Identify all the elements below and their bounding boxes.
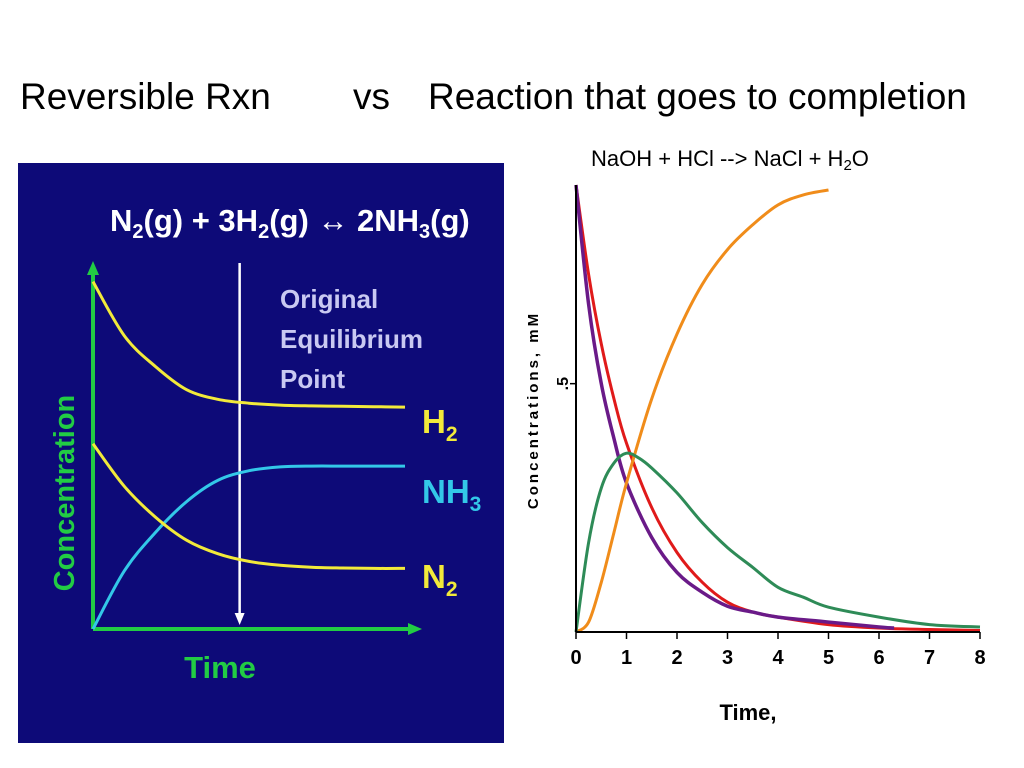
eq-part: O [851,146,869,171]
series-label-h2: H2 [422,403,458,446]
title-completion: Reaction that goes to completion [428,76,967,117]
eq-part: NaOH + HCl --> NaCl + H [591,146,844,171]
x-tick-label: 0 [570,647,581,669]
series-label-n2: N2 [422,558,458,601]
x-tick-label: 7 [924,647,935,669]
series-line-purple [574,184,895,630]
y-tick-label: .5 [555,377,572,390]
series-line-nh3 [91,464,405,630]
right-ticks-group: 0 1 2 3 4 5 6 7 8 .5 [555,377,986,669]
naoh-hcl-equation: NaOH + HCl --> NaCl + H2O [591,146,869,174]
right-series-group [574,184,981,634]
x-axis-label: Time, [719,700,776,725]
x-tick-label: 5 [823,647,834,669]
y-axis-arrow [87,261,99,275]
series-line-h2 [91,280,406,409]
x-tick-label: 3 [722,647,733,669]
slide-title: Reversible Rxn vs Reaction that goes to … [0,0,1024,130]
title-vs: vs [353,76,390,117]
x-axis-arrow [408,623,422,635]
annotation-line: Point [280,364,345,394]
x-tick-label: 2 [671,647,682,669]
series-label-nh3: NH3 [422,473,481,516]
series-line-red [574,184,981,632]
equilibrium-chart-panel: N2(g) + 3H2(g) ↔ 2NH3(g) Concentration T… [18,163,504,743]
annotation-line: Equilibrium [280,324,423,354]
y-axis-label: Concentration [49,395,81,592]
series-line-green [574,451,981,633]
y-axis-label: Concentrations, mM [525,311,542,509]
annotation-line: Original [280,284,378,314]
eq-subscript: 2 [843,157,852,174]
x-tick-label: 1 [621,647,632,669]
title-reversible: Reversible Rxn [20,76,271,117]
series-line-n2 [91,442,406,570]
equilibrium-marker-arrow [234,613,245,625]
x-tick-label: 6 [873,647,884,669]
ammonia-equation: N2(g) + 3H2(g) ↔ 2NH3(g) [110,203,470,243]
left-axes [87,261,422,635]
equilibrium-chart: N2(g) + 3H2(g) ↔ 2NH3(g) Concentration T… [49,203,481,685]
x-axis-label: Time [184,650,256,685]
series-line-orange [575,188,829,634]
x-tick-label: 8 [974,647,985,669]
x-tick-label: 4 [772,647,784,669]
completion-chart: 0 1 2 3 4 5 6 7 8 .5 Concentrations, mM Time, [525,184,986,725]
